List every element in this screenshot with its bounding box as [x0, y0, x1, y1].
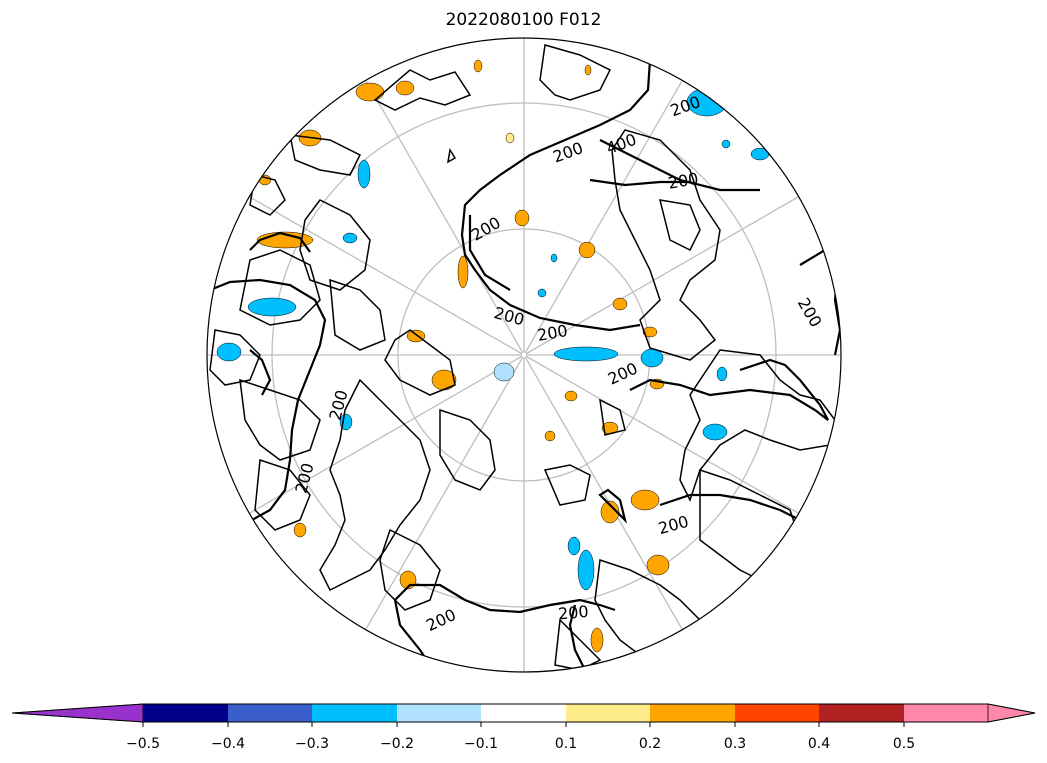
colorbar-tick-labels: −0.5 −0.4 −0.3 −0.2 −0.1 0.1 0.2 0.3 0.4… — [126, 736, 915, 752]
meridian-line — [242, 192, 525, 356]
height-contours — [209, 59, 841, 672]
anomaly-shading — [216, 59, 770, 653]
colorbar-tick-label: −0.3 — [295, 736, 329, 752]
colorbar-tick-label: 0.3 — [724, 736, 746, 752]
negative-anomaly — [342, 232, 358, 244]
coastlines — [209, 44, 836, 671]
colorbar-ticks — [142, 722, 905, 727]
meridian-line — [523, 192, 806, 356]
positive-anomaly — [564, 390, 578, 402]
positive-anomaly — [355, 82, 385, 102]
colorbar: −0.5 −0.4 −0.3 −0.2 −0.1 0.1 0.2 0.3 0.4… — [11, 703, 1036, 752]
negative-anomaly — [716, 366, 728, 382]
negative-anomaly — [216, 342, 242, 362]
negative-anomaly — [702, 423, 728, 441]
positive-anomaly — [473, 59, 483, 73]
positive-anomaly — [612, 297, 628, 311]
positive-anomaly — [293, 522, 307, 538]
positive-anomaly — [406, 329, 426, 343]
colorbar-tick-label: −0.5 — [126, 736, 160, 752]
map-disc: 200 400 200 200 200 200 200 200 200 200 … — [207, 38, 841, 672]
positive-anomaly — [505, 132, 515, 144]
colorbar-segment — [481, 704, 566, 722]
meridian-line — [242, 354, 525, 518]
positive-anomaly — [457, 255, 469, 289]
colorbar-segment — [819, 704, 904, 722]
positive-anomaly — [395, 80, 415, 96]
negative-anomaly — [357, 159, 371, 189]
colorbar-tick-label: 0.4 — [808, 736, 830, 752]
negative-anomaly — [640, 348, 664, 368]
meridian-line — [361, 354, 525, 637]
positive-anomaly — [642, 326, 658, 338]
meridian-line — [523, 354, 806, 518]
colorbar-segment — [735, 704, 819, 722]
negative-anomaly — [247, 297, 297, 317]
positive-anomaly — [584, 64, 592, 76]
map-boundary — [206, 37, 842, 673]
negative-anomaly — [493, 362, 515, 382]
positive-anomaly — [578, 241, 596, 259]
colorbar-over-extension — [987, 703, 1036, 723]
positive-anomaly — [544, 430, 556, 442]
positive-anomaly — [258, 174, 272, 186]
meridian-line — [361, 73, 525, 356]
colorbar-tick-label: 0.2 — [639, 736, 661, 752]
colorbar-tick-label: −0.2 — [380, 736, 414, 752]
positive-anomaly — [600, 500, 620, 524]
positive-anomaly — [630, 489, 660, 511]
negative-anomaly — [721, 139, 731, 149]
map-title: 2022080100 F012 — [445, 10, 602, 30]
colorbar-segment — [566, 704, 650, 722]
colorbar-segment — [904, 704, 988, 722]
negative-anomaly — [553, 346, 619, 362]
colorbar-tick-label: −0.1 — [464, 736, 498, 752]
colorbar-segment — [143, 704, 228, 722]
negative-anomaly — [550, 253, 558, 263]
colorbar-segment — [397, 704, 481, 722]
colorbar-tick-label: −0.4 — [211, 736, 245, 752]
meridian-line — [523, 354, 687, 637]
negative-anomaly — [537, 288, 547, 298]
negative-anomaly — [577, 549, 595, 591]
meridian-line — [523, 73, 687, 356]
north-pole-marker — [520, 351, 528, 359]
colorbar-tick-label: 0.5 — [893, 736, 915, 752]
contour-label: 200 — [557, 602, 589, 624]
negative-anomaly — [567, 536, 581, 556]
colorbar-segment — [228, 704, 312, 722]
positive-anomaly — [514, 209, 530, 227]
colorbar-segment — [312, 704, 397, 722]
positive-anomaly — [646, 554, 670, 576]
colorbar-segment — [650, 704, 735, 722]
colorbar-tick-label: 0.1 — [555, 736, 577, 752]
positive-anomaly — [590, 627, 604, 653]
colorbar-under-extension — [11, 703, 144, 723]
